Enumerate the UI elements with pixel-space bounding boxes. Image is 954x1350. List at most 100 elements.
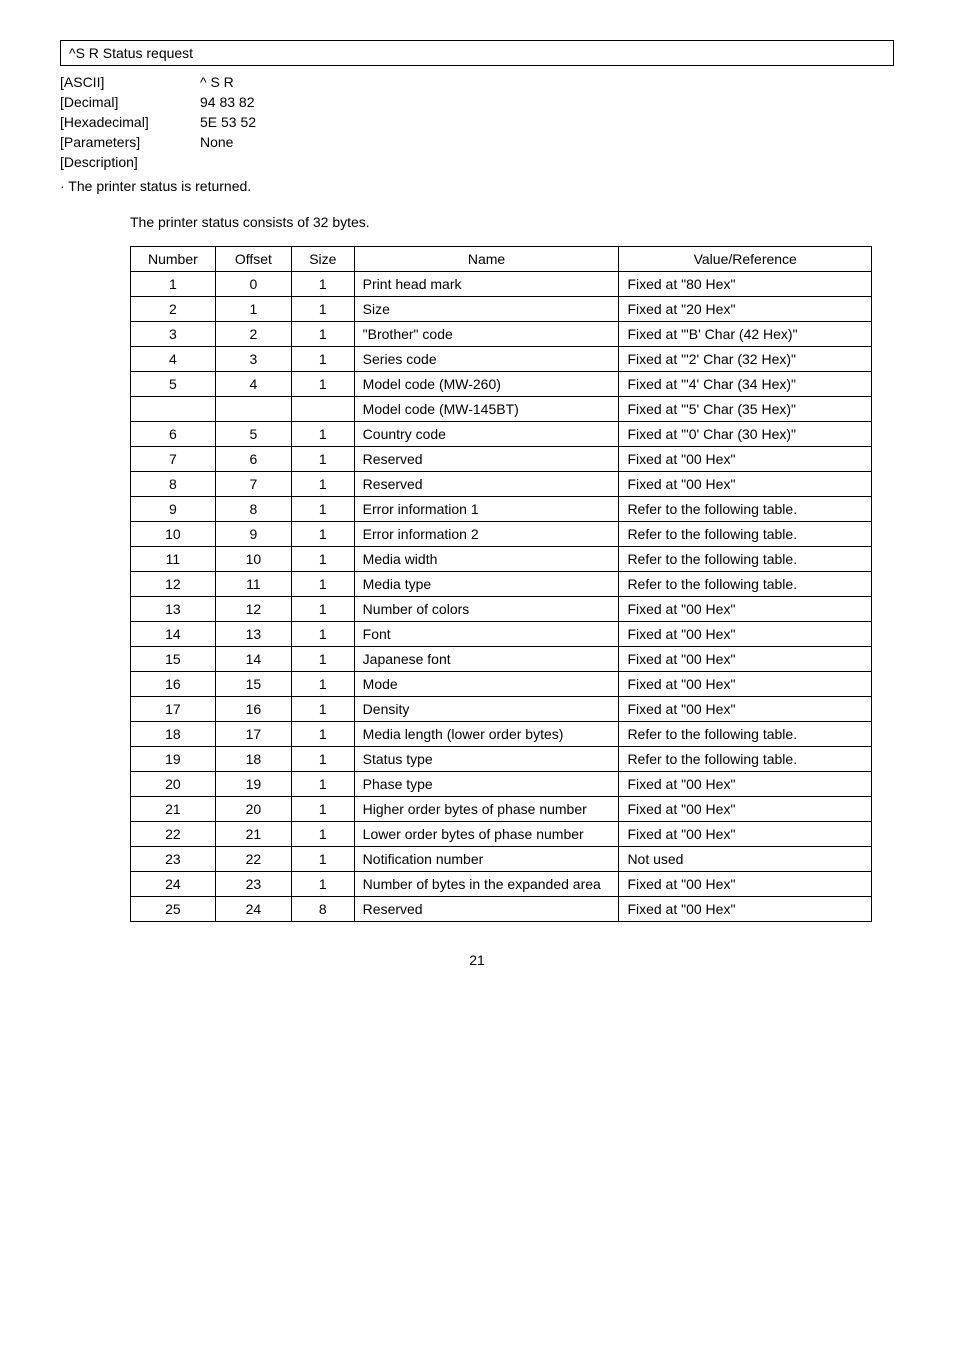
table-cell: 21 [215,822,291,847]
table-cell: 24 [215,897,291,922]
table-cell: 1 [291,772,354,797]
table-cell: Reserved [354,897,619,922]
table-row: 11101Media widthRefer to the following t… [131,547,872,572]
table-cell: 10 [131,522,216,547]
table-body: 101Print head markFixed at "80 Hex"211Si… [131,272,872,922]
table-cell: Series code [354,347,619,372]
table-row: 15141Japanese fontFixed at "00 Hex" [131,647,872,672]
table-cell: 1 [291,597,354,622]
table-cell: 1 [215,297,291,322]
table-row: 101Print head markFixed at "80 Hex" [131,272,872,297]
param-row: [Description] [60,154,894,170]
intro-text: The printer status consists of 32 bytes. [130,214,894,230]
table-cell: 8 [291,897,354,922]
table-cell: Number of colors [354,597,619,622]
table-cell: 1 [291,472,354,497]
header-number: Number [131,247,216,272]
table-cell: 22 [215,847,291,872]
command-title: ^S R Status request [69,45,193,61]
table-cell: 1 [291,847,354,872]
table-row: 431Series codeFixed at "'2' Char (32 Hex… [131,347,872,372]
table-cell: 13 [215,622,291,647]
table-cell: Size [354,297,619,322]
param-label: [Decimal] [60,94,200,110]
table-cell: 15 [131,647,216,672]
table-cell [291,397,354,422]
table-row: 13121Number of colorsFixed at "00 Hex" [131,597,872,622]
table-cell: 6 [215,447,291,472]
header-value: Value/Reference [619,247,872,272]
table-cell: Fixed at "00 Hex" [619,772,872,797]
table-cell [215,397,291,422]
table-cell: 16 [215,697,291,722]
param-row: [Hexadecimal]5E 53 52 [60,114,894,130]
table-cell: 16 [131,672,216,697]
table-row: 24231Number of bytes in the expanded are… [131,872,872,897]
table-cell: 1 [291,522,354,547]
param-value [200,154,894,170]
table-cell: Refer to the following table. [619,722,872,747]
table-cell: 8 [131,472,216,497]
table-cell: 21 [131,797,216,822]
table-header-row: Number Offset Size Name Value/Reference [131,247,872,272]
table-cell: Higher order bytes of phase number [354,797,619,822]
table-cell: Refer to the following table. [619,747,872,772]
table-cell: 1 [291,497,354,522]
table-cell: Refer to the following table. [619,547,872,572]
table-cell: 23 [131,847,216,872]
table-cell: Print head mark [354,272,619,297]
table-cell: Fixed at "00 Hex" [619,647,872,672]
table-row: 541Model code (MW-260)Fixed at "'4' Char… [131,372,872,397]
table-cell: 24 [131,872,216,897]
table-cell: 2 [131,297,216,322]
table-row: 22211Lower order bytes of phase numberFi… [131,822,872,847]
table-cell: 1 [291,272,354,297]
table-cell: 14 [215,647,291,672]
table-row: 21201Higher order bytes of phase numberF… [131,797,872,822]
table-cell: Refer to the following table. [619,497,872,522]
table-cell: Country code [354,422,619,447]
table-cell: Fixed at "00 Hex" [619,897,872,922]
page-number: 21 [60,952,894,968]
table-cell: 3 [131,322,216,347]
table-cell: 0 [215,272,291,297]
table-row: 321"Brother" codeFixed at "'B' Char (42 … [131,322,872,347]
command-box: ^S R Status request [60,40,894,66]
table-cell: 3 [215,347,291,372]
table-cell: Error information 2 [354,522,619,547]
table-cell: 23 [215,872,291,897]
table-cell: 14 [131,622,216,647]
table-cell: Fixed at "00 Hex" [619,472,872,497]
table-cell: 7 [215,472,291,497]
table-cell: 1 [291,747,354,772]
table-cell: 6 [131,422,216,447]
table-cell: 20 [215,797,291,822]
table-cell: Number of bytes in the expanded area [354,872,619,897]
table-cell: Fixed at "00 Hex" [619,672,872,697]
table-cell: 1 [131,272,216,297]
table-row: 211SizeFixed at "20 Hex" [131,297,872,322]
table-cell: Fixed at "00 Hex" [619,822,872,847]
table-cell: 22 [131,822,216,847]
table-cell: 15 [215,672,291,697]
param-value: 94 83 82 [200,94,894,110]
table-cell: 9 [215,522,291,547]
table-cell: Lower order bytes of phase number [354,822,619,847]
table-cell: Media width [354,547,619,572]
param-row: [Parameters]None [60,134,894,150]
table-cell: Refer to the following table. [619,522,872,547]
table-cell: 18 [131,722,216,747]
table-cell: 1 [291,572,354,597]
table-cell: Fixed at "00 Hex" [619,447,872,472]
table-row: 23221Notification numberNot used [131,847,872,872]
table-cell: 1 [291,722,354,747]
table-row: 25248ReservedFixed at "00 Hex" [131,897,872,922]
table-cell: Fixed at "'2' Char (32 Hex)" [619,347,872,372]
table-cell: Fixed at "00 Hex" [619,872,872,897]
table-row: 18171Media length (lower order bytes)Ref… [131,722,872,747]
param-value: ^ S R [200,74,894,90]
table-cell: Fixed at "00 Hex" [619,697,872,722]
table-cell: 11 [215,572,291,597]
table-cell: 4 [215,372,291,397]
table-cell: 1 [291,797,354,822]
